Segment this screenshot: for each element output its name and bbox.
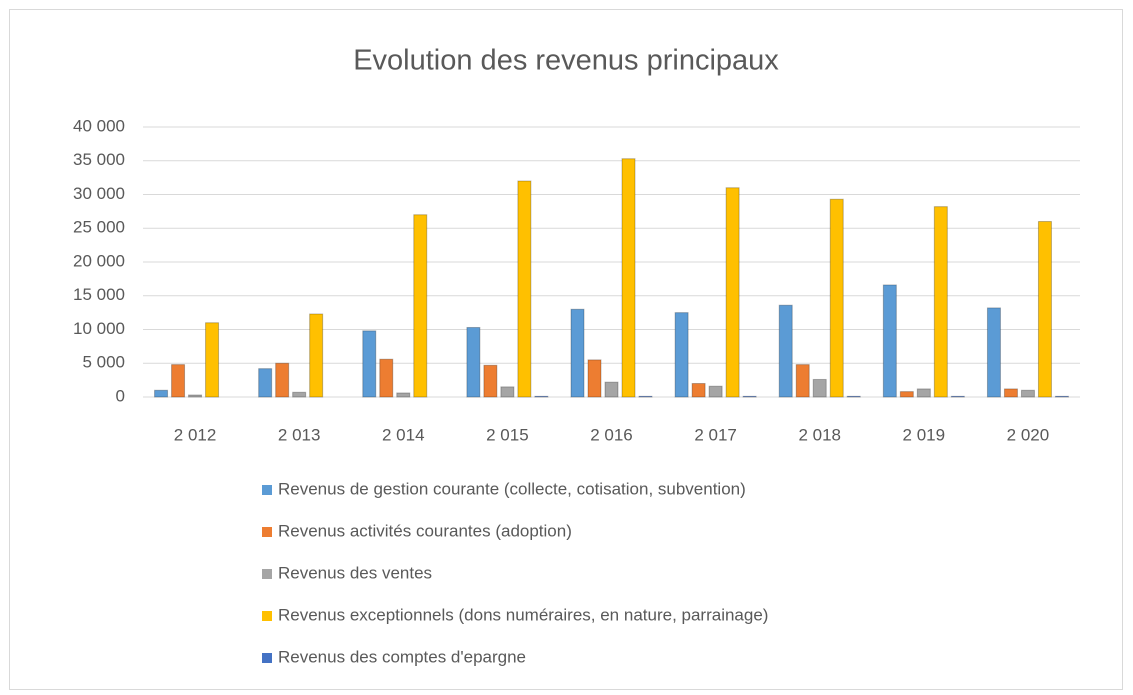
chart-title: Evolution des revenus principaux — [353, 45, 779, 77]
bar — [882, 284, 897, 398]
bar — [604, 381, 619, 398]
bar — [725, 187, 740, 398]
bar — [534, 395, 549, 398]
legend-label: Revenus activités courantes (adoption) — [278, 521, 572, 540]
bar — [674, 312, 689, 398]
bar — [1037, 221, 1052, 398]
legend-swatch — [262, 611, 272, 621]
legend-swatch — [262, 569, 272, 579]
bar — [466, 326, 481, 398]
bar — [362, 330, 377, 398]
bar — [587, 359, 602, 398]
x-tick-label: 2 017 — [694, 425, 737, 444]
bar — [205, 322, 220, 398]
bar — [812, 378, 827, 398]
y-tick-label: 40 000 — [73, 116, 125, 135]
bar — [778, 304, 793, 398]
bar — [933, 206, 948, 398]
bar — [570, 308, 585, 398]
bar — [1020, 389, 1035, 398]
x-tick-label: 2 014 — [382, 425, 425, 444]
y-tick-label: 20 000 — [73, 251, 125, 270]
bar — [1054, 395, 1069, 398]
bar — [171, 364, 186, 398]
bar — [899, 391, 914, 398]
legend-label: Revenus de gestion courante (collecte, c… — [278, 479, 746, 498]
bar — [795, 364, 810, 398]
y-tick-label: 5 000 — [82, 353, 125, 372]
bar — [292, 391, 307, 398]
bar — [638, 395, 653, 398]
bar — [846, 395, 861, 398]
bar — [309, 313, 324, 398]
y-tick-label: 25 000 — [73, 218, 125, 237]
x-tick-label: 2 016 — [590, 425, 633, 444]
y-tick-label: 30 000 — [73, 184, 125, 203]
legend-swatch — [262, 653, 272, 663]
legend-label: Revenus des ventes — [278, 563, 432, 582]
x-tick-label: 2 019 — [903, 425, 946, 444]
bar — [621, 158, 636, 398]
bar — [986, 307, 1001, 398]
bar — [1003, 388, 1018, 398]
x-tick-label: 2 020 — [1007, 425, 1050, 444]
x-tick-label: 2 018 — [798, 425, 841, 444]
y-tick-label: 0 — [116, 386, 125, 405]
x-tick-label: 2 013 — [278, 425, 321, 444]
legend-label: Revenus exceptionnels (dons numéraires, … — [278, 605, 768, 624]
legend-label: Revenus des comptes d'epargne — [278, 647, 526, 666]
y-tick-label: 35 000 — [73, 150, 125, 169]
bar — [413, 214, 428, 398]
bar — [708, 385, 723, 398]
bar — [742, 395, 757, 398]
bar — [379, 358, 394, 398]
bar — [275, 362, 290, 398]
bar — [154, 389, 169, 398]
bar — [483, 364, 498, 398]
legend-swatch — [262, 527, 272, 537]
bar — [188, 394, 203, 398]
bar — [950, 395, 965, 398]
y-tick-label: 10 000 — [73, 319, 125, 338]
y-tick-label: 15 000 — [73, 285, 125, 304]
bar — [517, 180, 532, 398]
bar — [258, 368, 273, 398]
x-tick-label: 2 012 — [174, 425, 217, 444]
chart-border — [9, 9, 1123, 690]
bar — [829, 198, 844, 398]
bar — [396, 392, 411, 398]
legend-swatch — [262, 485, 272, 495]
x-tick-label: 2 015 — [486, 425, 529, 444]
bar — [500, 386, 515, 398]
bar — [691, 383, 706, 398]
bar — [916, 388, 931, 398]
